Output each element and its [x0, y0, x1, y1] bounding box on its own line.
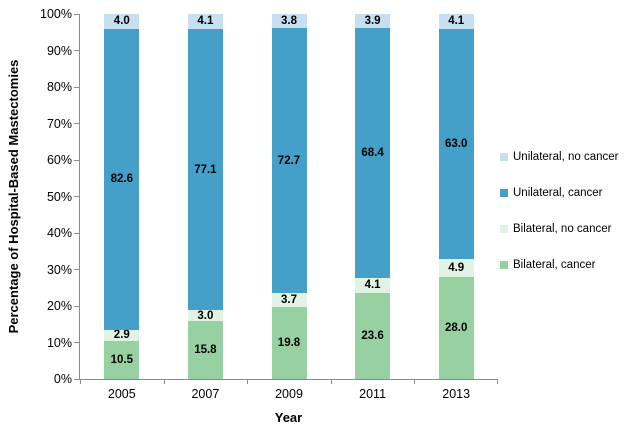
y-tick-label: 40%	[46, 226, 72, 240]
y-tick-mark	[74, 50, 79, 51]
bar-value-label: 3.9	[364, 15, 381, 28]
bar-segment-unilateral-no-cancer: 4.1	[438, 14, 474, 29]
y-tick-mark	[74, 378, 79, 380]
bar-value-label: 19.8	[277, 336, 301, 349]
bar-value-label: 4.1	[364, 279, 381, 292]
legend-label: Bilateral, no cancer	[513, 223, 612, 235]
legend-label: Unilateral, cancer	[513, 187, 603, 199]
bar-value-label: 3.8	[281, 14, 297, 27]
y-tick-label: 30%	[46, 262, 72, 277]
bar-value-label: 4.1	[448, 15, 465, 28]
legend-item-unilateral-cancer: Unilateral, cancer	[500, 182, 618, 204]
x-tick-label: 2005	[107, 387, 136, 401]
bar-segment-unilateral-cancer: 77.1	[187, 28, 223, 311]
bar-segment-unilateral-cancer: 82.6	[104, 28, 140, 331]
y-tick-mark	[74, 86, 79, 88]
legend-label: Bilateral, cancer	[513, 259, 596, 271]
bar-value-label: 63.0	[444, 137, 468, 150]
y-tick-mark	[74, 123, 79, 124]
legend-item-unilateral-no-cancer: Unilateral, no cancer	[500, 146, 618, 168]
y-tick-mark	[74, 159, 79, 161]
y-tick-mark	[74, 269, 79, 270]
bar-segment-unilateral-no-cancer: 3.8	[271, 14, 307, 28]
x-tick-mark	[497, 380, 498, 384]
y-tick-label: 100%	[40, 7, 72, 21]
x-tick-label: 2007	[191, 387, 220, 401]
x-tick-mark	[331, 380, 332, 384]
y-tick-label: 60%	[46, 153, 72, 167]
x-tick-mark	[414, 380, 415, 384]
y-tick-label: 20%	[46, 299, 72, 313]
x-tick-mark	[80, 380, 81, 384]
bar-segment-bilateral-no-cancer: 3.0	[187, 309, 223, 322]
x-tick-mark	[164, 380, 165, 384]
x-axis-title: Year	[274, 410, 303, 425]
bar-segment-bilateral-no-cancer: 4.9	[438, 258, 474, 277]
legend-color-swatch	[500, 261, 508, 269]
bar-segment-unilateral-no-cancer: 4.0	[104, 14, 140, 29]
bar-segment-bilateral-cancer: 10.5	[104, 340, 140, 379]
bar-segment-bilateral-no-cancer: 3.7	[271, 293, 307, 307]
bar-value-label: 72.7	[277, 154, 301, 167]
bar-value-label: 28.0	[444, 321, 468, 334]
bar-segment-unilateral-cancer: 68.4	[355, 28, 391, 278]
bar-value-label: 15.8	[194, 344, 217, 357]
bar-segment-bilateral-cancer: 28.0	[438, 276, 474, 379]
bar-value-label: 68.4	[361, 147, 384, 160]
y-tick-label: 10%	[46, 335, 72, 350]
legend-color-swatch	[500, 153, 508, 161]
bar-segment-bilateral-no-cancer: 2.9	[104, 329, 140, 342]
bar-value-label: 2.9	[113, 329, 130, 342]
y-tick-mark	[74, 342, 79, 343]
x-tick-label: 2013	[442, 387, 471, 401]
legend-item-bilateral-no-cancer: Bilateral, no cancer	[500, 218, 618, 240]
bar-segment-bilateral-cancer: 15.8	[187, 321, 223, 379]
bar-value-label: 23.6	[361, 329, 384, 342]
y-tick-label: 70%	[46, 116, 72, 131]
bar-segment-unilateral-cancer: 72.7	[271, 27, 307, 294]
y-tick-label: 50%	[46, 189, 72, 204]
bar-segment-bilateral-no-cancer: 4.1	[355, 277, 391, 293]
plot-area: 10.5 2.9 82.6 4.0 15.8 3.0 77.1 4.1 19.8 3.7 72.7 3…	[79, 14, 498, 380]
y-tick-mark	[74, 196, 79, 197]
bar-value-label: 4.9	[448, 261, 465, 274]
x-tick-label: 2011	[359, 387, 387, 401]
bar-value-label: 4.1	[197, 15, 214, 28]
y-tick-label: 80%	[46, 80, 72, 94]
y-tick-mark	[74, 232, 79, 234]
bar-segment-bilateral-cancer: 19.8	[271, 306, 307, 379]
bar-segment-unilateral-no-cancer: 3.9	[355, 14, 391, 29]
bar-value-label: 3.7	[281, 293, 297, 306]
y-tick-label: 90%	[46, 43, 72, 58]
legend-label: Unilateral, no cancer	[513, 151, 619, 163]
y-tick-label: 0%	[53, 372, 72, 386]
bar-value-label: 3.0	[197, 309, 214, 322]
bar-value-label: 77.1	[194, 163, 217, 176]
legend-color-swatch	[500, 189, 508, 197]
legend: Unilateral, no cancer Unilateral, cancer B…	[500, 146, 618, 276]
y-tick-mark	[74, 305, 79, 307]
bar-value-label: 10.5	[110, 353, 133, 366]
bar-segment-unilateral-no-cancer: 4.1	[187, 14, 223, 29]
legend-color-swatch	[500, 225, 508, 233]
y-tick-mark	[74, 13, 79, 15]
bar-value-label: 4.0	[113, 15, 130, 28]
x-tick-label: 2009	[275, 387, 303, 401]
legend-item-bilateral-cancer: Bilateral, cancer	[500, 254, 618, 276]
x-tick-mark	[247, 380, 248, 384]
bar-segment-unilateral-cancer: 63.0	[438, 28, 474, 259]
bar-segment-bilateral-cancer: 23.6	[355, 292, 391, 379]
bar-value-label: 82.6	[110, 173, 133, 186]
